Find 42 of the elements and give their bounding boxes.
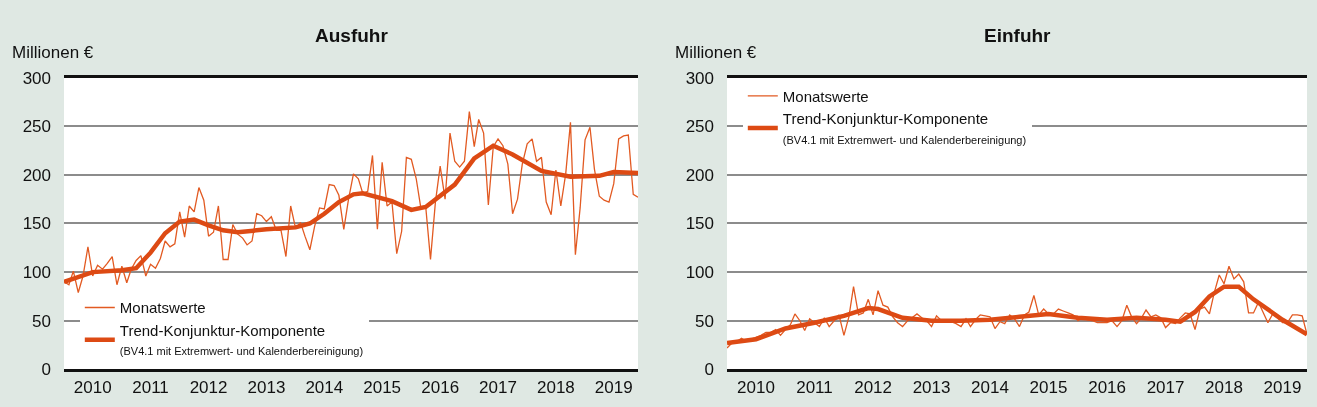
y-tick-label: 100 [685, 263, 714, 283]
legend-label: Monatswerte [119, 299, 206, 317]
y-tick-label: 250 [22, 117, 51, 137]
y-tick-label: 50 [32, 311, 51, 331]
y-tick-label: 200 [22, 165, 51, 185]
chart-title: Ausfuhr [315, 25, 389, 46]
chart-title: Einfuhr [984, 25, 1052, 46]
y-tick-label: 250 [685, 117, 714, 137]
y-tick-label: 0 [704, 360, 714, 380]
x-tick-label: 2012 [854, 377, 892, 397]
x-tick-label: 2014 [305, 377, 344, 397]
x-tick-label: 2018 [536, 377, 575, 397]
y-tick-label: 150 [685, 214, 714, 234]
x-tick-label: 2014 [971, 377, 1009, 397]
y-tick-label: 50 [695, 311, 714, 331]
x-tick-label: 2017 [479, 377, 517, 397]
x-tick-label: 2012 [189, 377, 228, 397]
x-tick-label: 2019 [1263, 377, 1302, 397]
x-tick-label: 2015 [1029, 377, 1068, 397]
x-tick-label: 2019 [594, 377, 633, 397]
y-tick-label: 150 [22, 214, 51, 234]
x-tick-label: 2010 [737, 377, 775, 397]
x-tick-label: 2017 [1146, 377, 1185, 397]
y-tick-label: 0 [41, 360, 51, 380]
y-axis-title: Millionen € [12, 43, 94, 62]
x-tick-label: 2013 [247, 377, 286, 397]
x-tick-label: 2018 [1205, 377, 1243, 397]
x-tick-label: 2016 [1088, 377, 1127, 397]
y-tick-label: 100 [22, 263, 51, 283]
y-tick-label: 300 [22, 68, 51, 88]
x-tick-label: 2010 [73, 377, 112, 397]
y-tick-label: 200 [685, 165, 714, 185]
legend-label: Monatswerte [782, 87, 869, 105]
y-tick-label: 300 [685, 68, 714, 88]
y-axis-title: Millionen € [675, 43, 757, 62]
x-tick-label: 2011 [132, 377, 169, 397]
x-tick-label: 2016 [421, 377, 460, 397]
x-tick-label: 2015 [363, 377, 402, 397]
legend-label: Trend-Konjunktur-Komponente (BV4.1 mit Extremwert- und Kalenderbereinigung) [119, 321, 364, 358]
x-tick-label: 2011 [796, 377, 833, 397]
x-tick-label: 2013 [912, 377, 951, 397]
legend-label: Trend-Konjunktur-Komponente (BV4.1 mit Extremwert- und Kalenderbereinigung) [782, 110, 1027, 146]
